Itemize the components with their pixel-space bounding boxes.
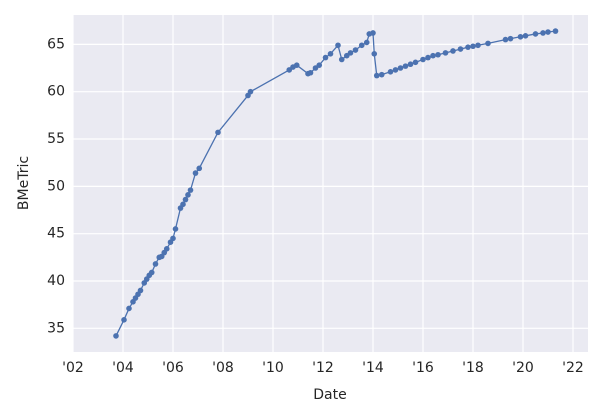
data-point: [397, 65, 404, 71]
data-point: [371, 51, 378, 57]
x-tick-label: '04: [112, 360, 134, 376]
x-tick-label: '20: [512, 360, 534, 376]
x-tick-label: '08: [212, 360, 234, 376]
data-point: [522, 33, 529, 39]
data-point: [335, 42, 341, 49]
x-tick-label: '02: [62, 360, 84, 376]
data-point: [137, 287, 144, 294]
data-point: [373, 72, 380, 79]
data-point: [293, 62, 300, 68]
data-point: [378, 71, 385, 78]
data-point: [402, 63, 409, 69]
data-point: [442, 50, 449, 56]
data-point: [485, 40, 491, 47]
y-axis-label: BMeTric: [16, 156, 32, 210]
y-tick-label: 55: [47, 131, 65, 147]
y-tick-label: 65: [47, 36, 65, 52]
data-point: [540, 30, 546, 36]
data-point: [172, 226, 179, 232]
x-tick-label: '18: [462, 360, 484, 376]
data-point: [552, 28, 559, 34]
data-point: [196, 165, 203, 172]
data-point: [182, 196, 189, 203]
data-point: [215, 129, 221, 136]
data-point: [465, 44, 471, 50]
x-axis-label: Date: [313, 387, 346, 403]
data-point: [322, 54, 329, 61]
plot-area: [73, 15, 588, 352]
data-point: [327, 51, 334, 57]
data-point: [502, 36, 509, 43]
data-point: [370, 30, 376, 36]
y-tick-label: 40: [47, 273, 65, 289]
data-point: [425, 54, 431, 61]
data-point: [121, 317, 127, 323]
data-point: [387, 68, 394, 75]
data-point: [420, 56, 426, 63]
data-point: [358, 42, 365, 49]
data-point: [148, 269, 155, 276]
data-point: [450, 48, 456, 54]
y-tick-label: 60: [47, 84, 65, 100]
data-point: [180, 201, 186, 208]
data-point: [352, 47, 359, 53]
data-point: [126, 305, 132, 312]
data-point: [392, 67, 399, 73]
data-point: [545, 29, 551, 35]
x-tick-label: '06: [162, 360, 184, 376]
data-point: [338, 56, 345, 63]
data-point: [435, 51, 441, 58]
data-point: [307, 69, 314, 76]
x-tick-label: '14: [362, 360, 384, 376]
x-tick-label: '10: [262, 360, 284, 376]
y-tick-label: 35: [47, 320, 65, 336]
x-tick-label: '16: [412, 360, 434, 376]
data-point: [163, 246, 170, 252]
data-point: [152, 261, 159, 267]
y-tick-label: 50: [47, 178, 65, 194]
data-point: [170, 235, 176, 242]
data-point: [430, 52, 436, 59]
data-point: [457, 46, 464, 52]
data-point: [470, 43, 476, 50]
data-point: [507, 35, 514, 42]
data-point: [475, 42, 481, 49]
data-point: [532, 31, 539, 37]
data-point: [347, 50, 354, 56]
data-point: [113, 333, 119, 339]
data-point: [316, 62, 323, 68]
data-point: [517, 33, 524, 40]
data-point: [247, 88, 254, 95]
x-tick-label: '12: [312, 360, 334, 376]
data-point: [192, 170, 199, 176]
x-tick-label: '22: [562, 360, 584, 376]
data-point: [185, 192, 191, 198]
data-point: [407, 61, 414, 68]
data-point: [412, 59, 419, 66]
data-point: [363, 39, 370, 46]
data-point: [187, 187, 194, 193]
y-tick-label: 45: [47, 226, 65, 242]
